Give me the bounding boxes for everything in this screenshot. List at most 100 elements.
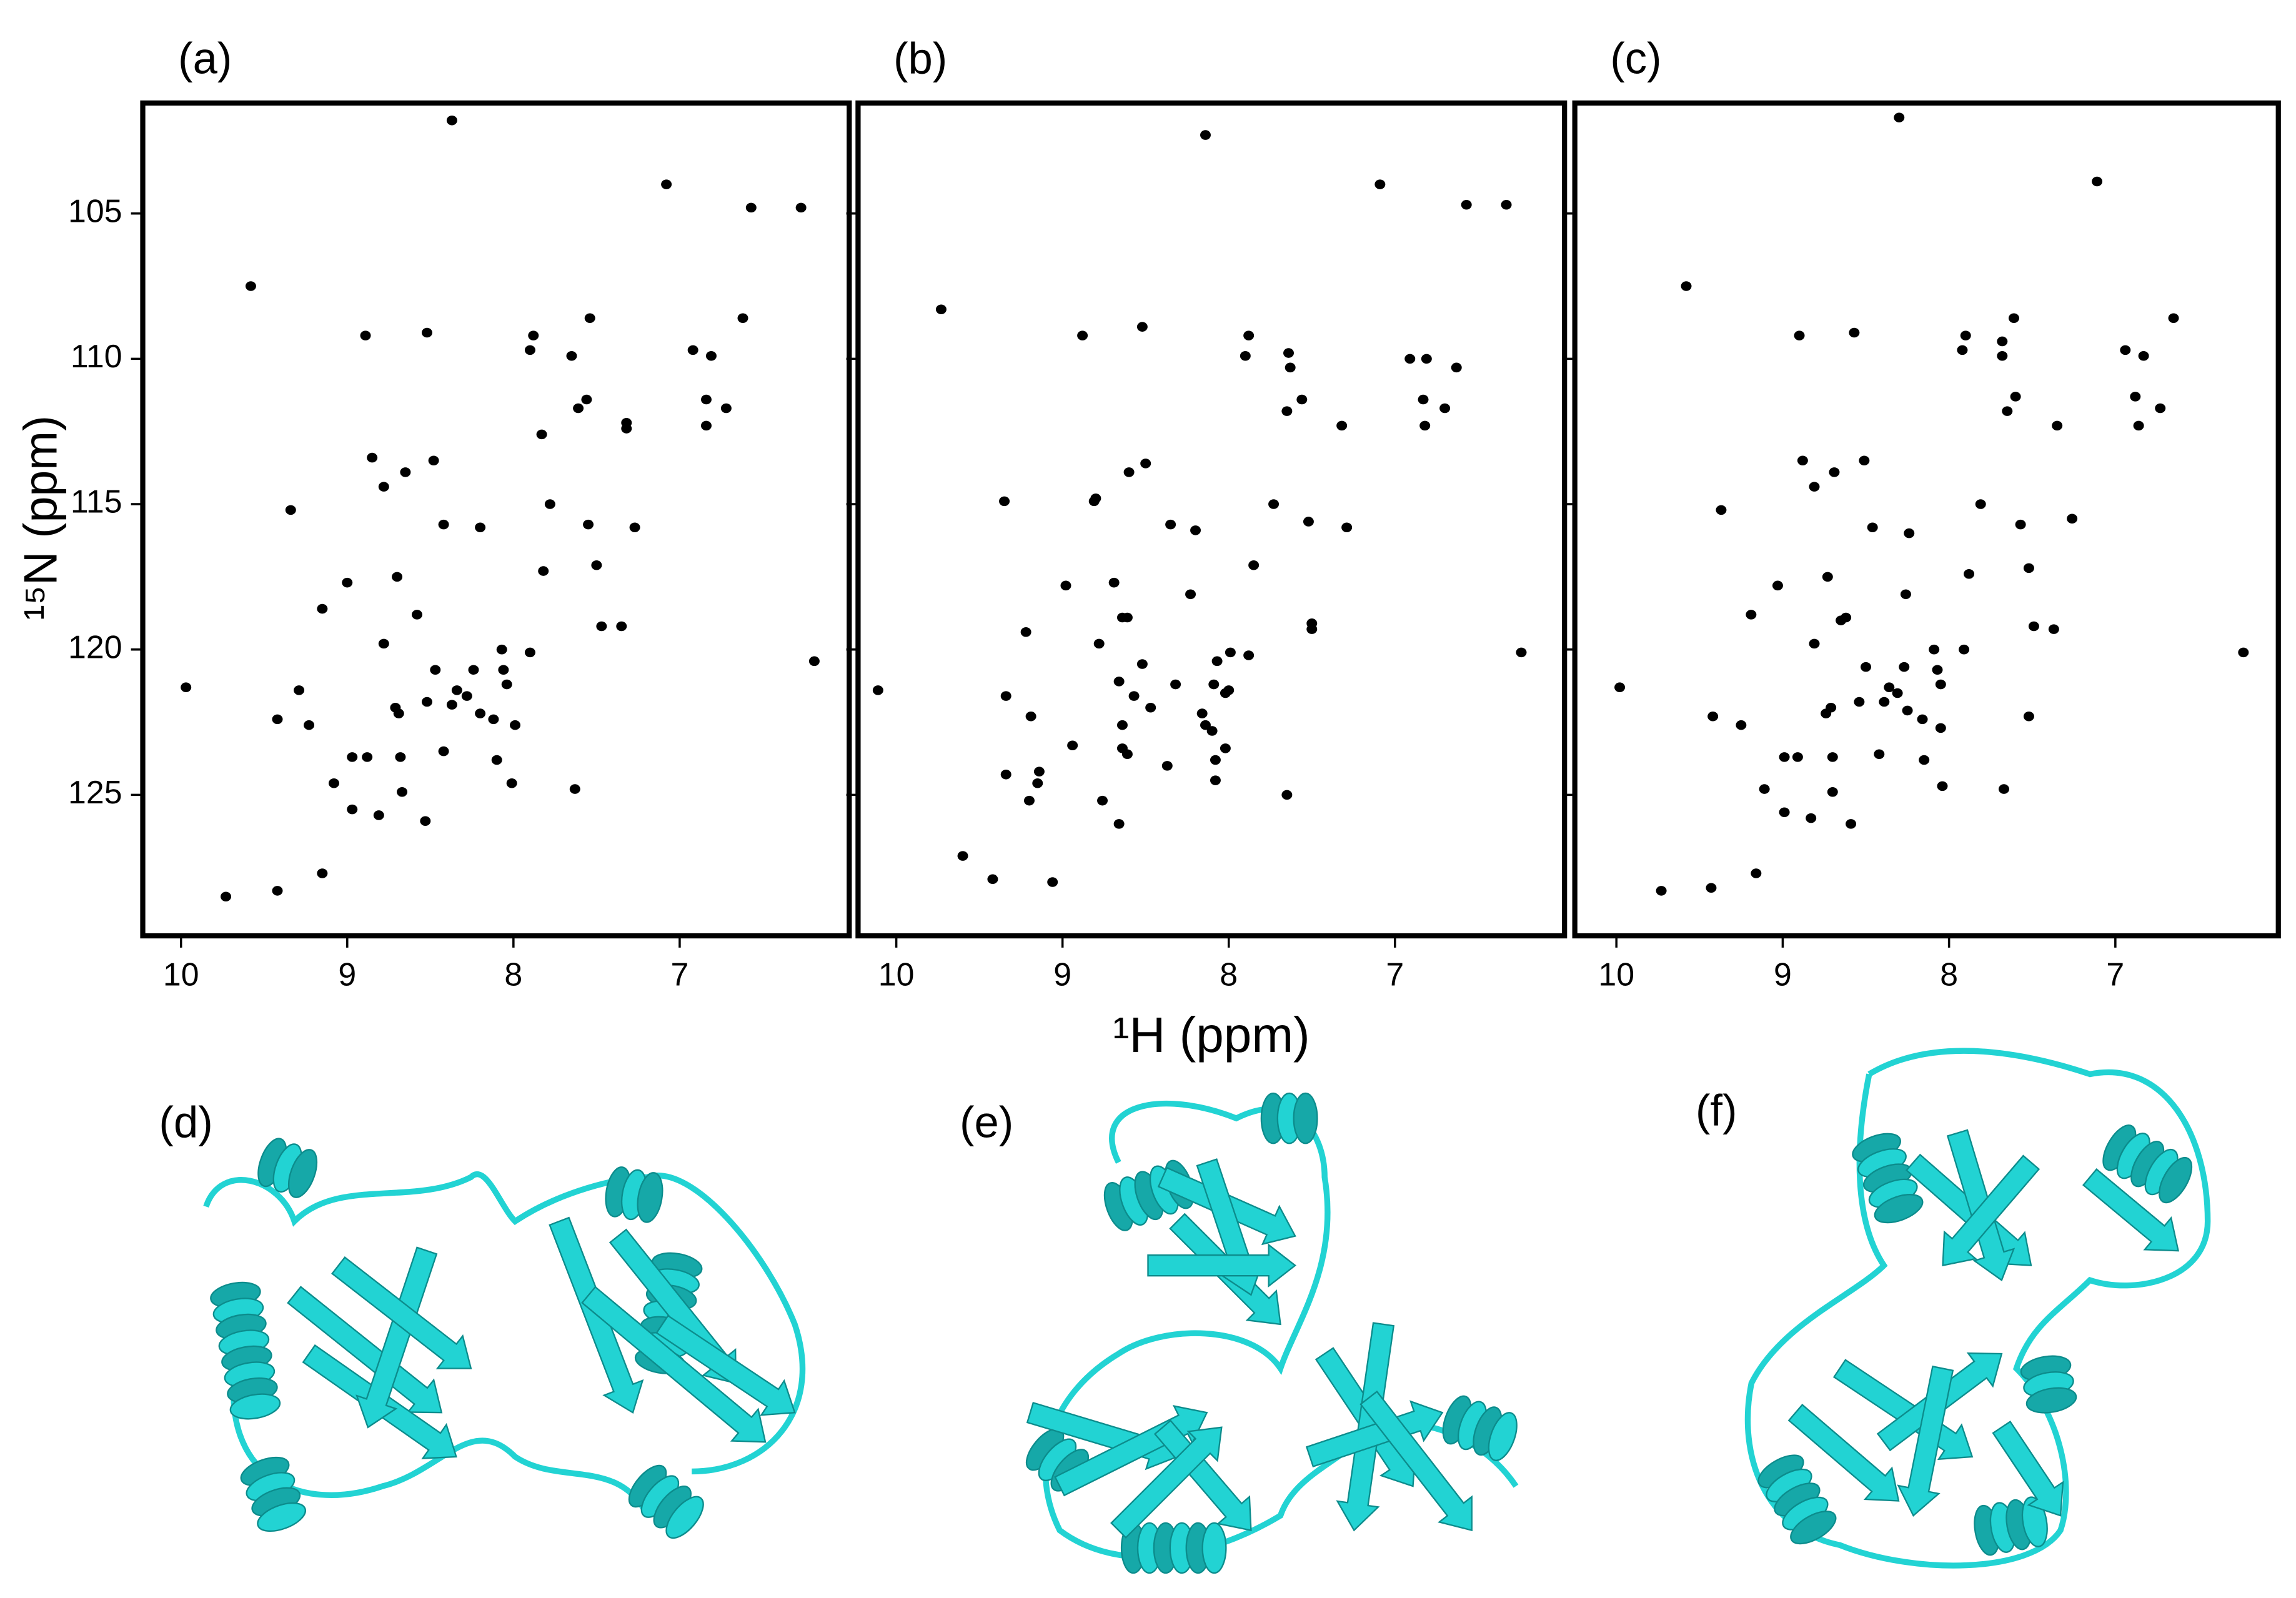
peak	[367, 452, 378, 463]
beta-strand	[287, 1286, 443, 1414]
helix-turn	[2025, 1387, 2077, 1414]
helix-turn	[1488, 1412, 1518, 1461]
peak	[573, 403, 584, 414]
beta-strand	[1359, 1390, 1473, 1532]
peak	[347, 804, 358, 815]
peak	[1023, 795, 1035, 806]
peak	[1884, 682, 1895, 692]
x-tick-label: 8	[1220, 956, 1238, 993]
peak	[2155, 403, 2166, 414]
peak	[661, 179, 672, 189]
peak	[1032, 778, 1043, 788]
peak	[1116, 720, 1128, 730]
peak	[596, 621, 607, 632]
peak	[1957, 345, 1968, 355]
peak	[1892, 688, 1903, 698]
peak	[705, 350, 717, 361]
peak	[1656, 886, 1667, 896]
peak	[1025, 711, 1036, 722]
peak	[1093, 638, 1105, 649]
peak	[1809, 482, 1820, 492]
peak	[1902, 705, 1913, 716]
peak	[1121, 749, 1133, 759]
peak	[1336, 420, 1348, 431]
peak	[373, 810, 384, 820]
peak	[1827, 752, 1838, 762]
peak	[1867, 522, 1878, 533]
peak	[451, 685, 462, 695]
helix-turn	[287, 1149, 318, 1198]
peak	[498, 665, 509, 675]
peak	[2010, 392, 2021, 402]
peak	[412, 610, 422, 620]
peak	[1821, 708, 1832, 718]
peak	[1374, 179, 1386, 189]
peak	[720, 403, 732, 414]
x-tick-label: 7	[1386, 956, 1404, 993]
x-tick-label: 8	[1940, 956, 1958, 993]
peak	[569, 784, 580, 794]
helix	[2020, 1355, 2077, 1414]
protein-structures	[203, 1048, 2211, 1574]
peak	[1960, 330, 1971, 340]
peak	[583, 519, 594, 530]
peak	[393, 708, 404, 718]
peak	[1421, 354, 1432, 364]
peak	[745, 202, 757, 213]
peak	[1964, 568, 1975, 579]
peak	[1303, 517, 1314, 527]
peak	[1809, 638, 1820, 649]
peak	[1707, 711, 1719, 722]
peak	[378, 482, 389, 492]
peak	[421, 327, 432, 338]
peak	[1975, 499, 1986, 509]
peak	[488, 714, 499, 725]
peak	[1716, 505, 1727, 515]
helix-turn	[637, 1172, 663, 1223]
peak	[1919, 755, 1930, 765]
peak	[285, 505, 296, 515]
peak	[1846, 819, 1857, 829]
helix	[1120, 1522, 1227, 1574]
x-tick-label: 10	[878, 956, 915, 993]
x-tick-label: 7	[2106, 956, 2124, 993]
panel-label: (e)	[960, 1098, 1013, 1147]
x-tick-label: 7	[670, 956, 688, 993]
peak	[2002, 406, 2013, 416]
peak	[317, 868, 328, 878]
peak	[2023, 711, 2034, 722]
peak	[1959, 644, 1970, 655]
peak	[687, 345, 698, 355]
peak	[1779, 752, 1790, 762]
peak	[1792, 752, 1803, 762]
peak	[1341, 522, 1353, 533]
peak	[1033, 767, 1045, 777]
peak	[1165, 519, 1176, 530]
y-tick-label: 120	[68, 628, 122, 665]
peak	[1706, 883, 1717, 893]
peak	[304, 720, 315, 730]
peak	[1067, 740, 1078, 751]
beta-strand	[355, 1246, 438, 1429]
peak	[629, 522, 640, 533]
peak	[1206, 726, 1218, 736]
peak	[475, 708, 486, 718]
peak	[1854, 697, 1865, 707]
peak	[1736, 720, 1747, 730]
loop	[203, 1171, 806, 1475]
helix	[1260, 1092, 1318, 1144]
peak	[808, 656, 820, 667]
peak	[2067, 514, 2078, 524]
peak	[362, 752, 373, 762]
peak	[1997, 336, 2008, 347]
peak	[1210, 755, 1221, 765]
peak	[221, 891, 232, 902]
peak	[2120, 345, 2131, 355]
peak	[1439, 403, 1451, 414]
y-tick-label: 110	[71, 338, 122, 374]
y-axis-label: ¹⁵N (ppm)	[14, 415, 67, 620]
plot-frame	[140, 100, 852, 939]
plot-frame	[855, 100, 1568, 939]
peak	[566, 350, 577, 361]
beta-strand	[1992, 1420, 2064, 1517]
